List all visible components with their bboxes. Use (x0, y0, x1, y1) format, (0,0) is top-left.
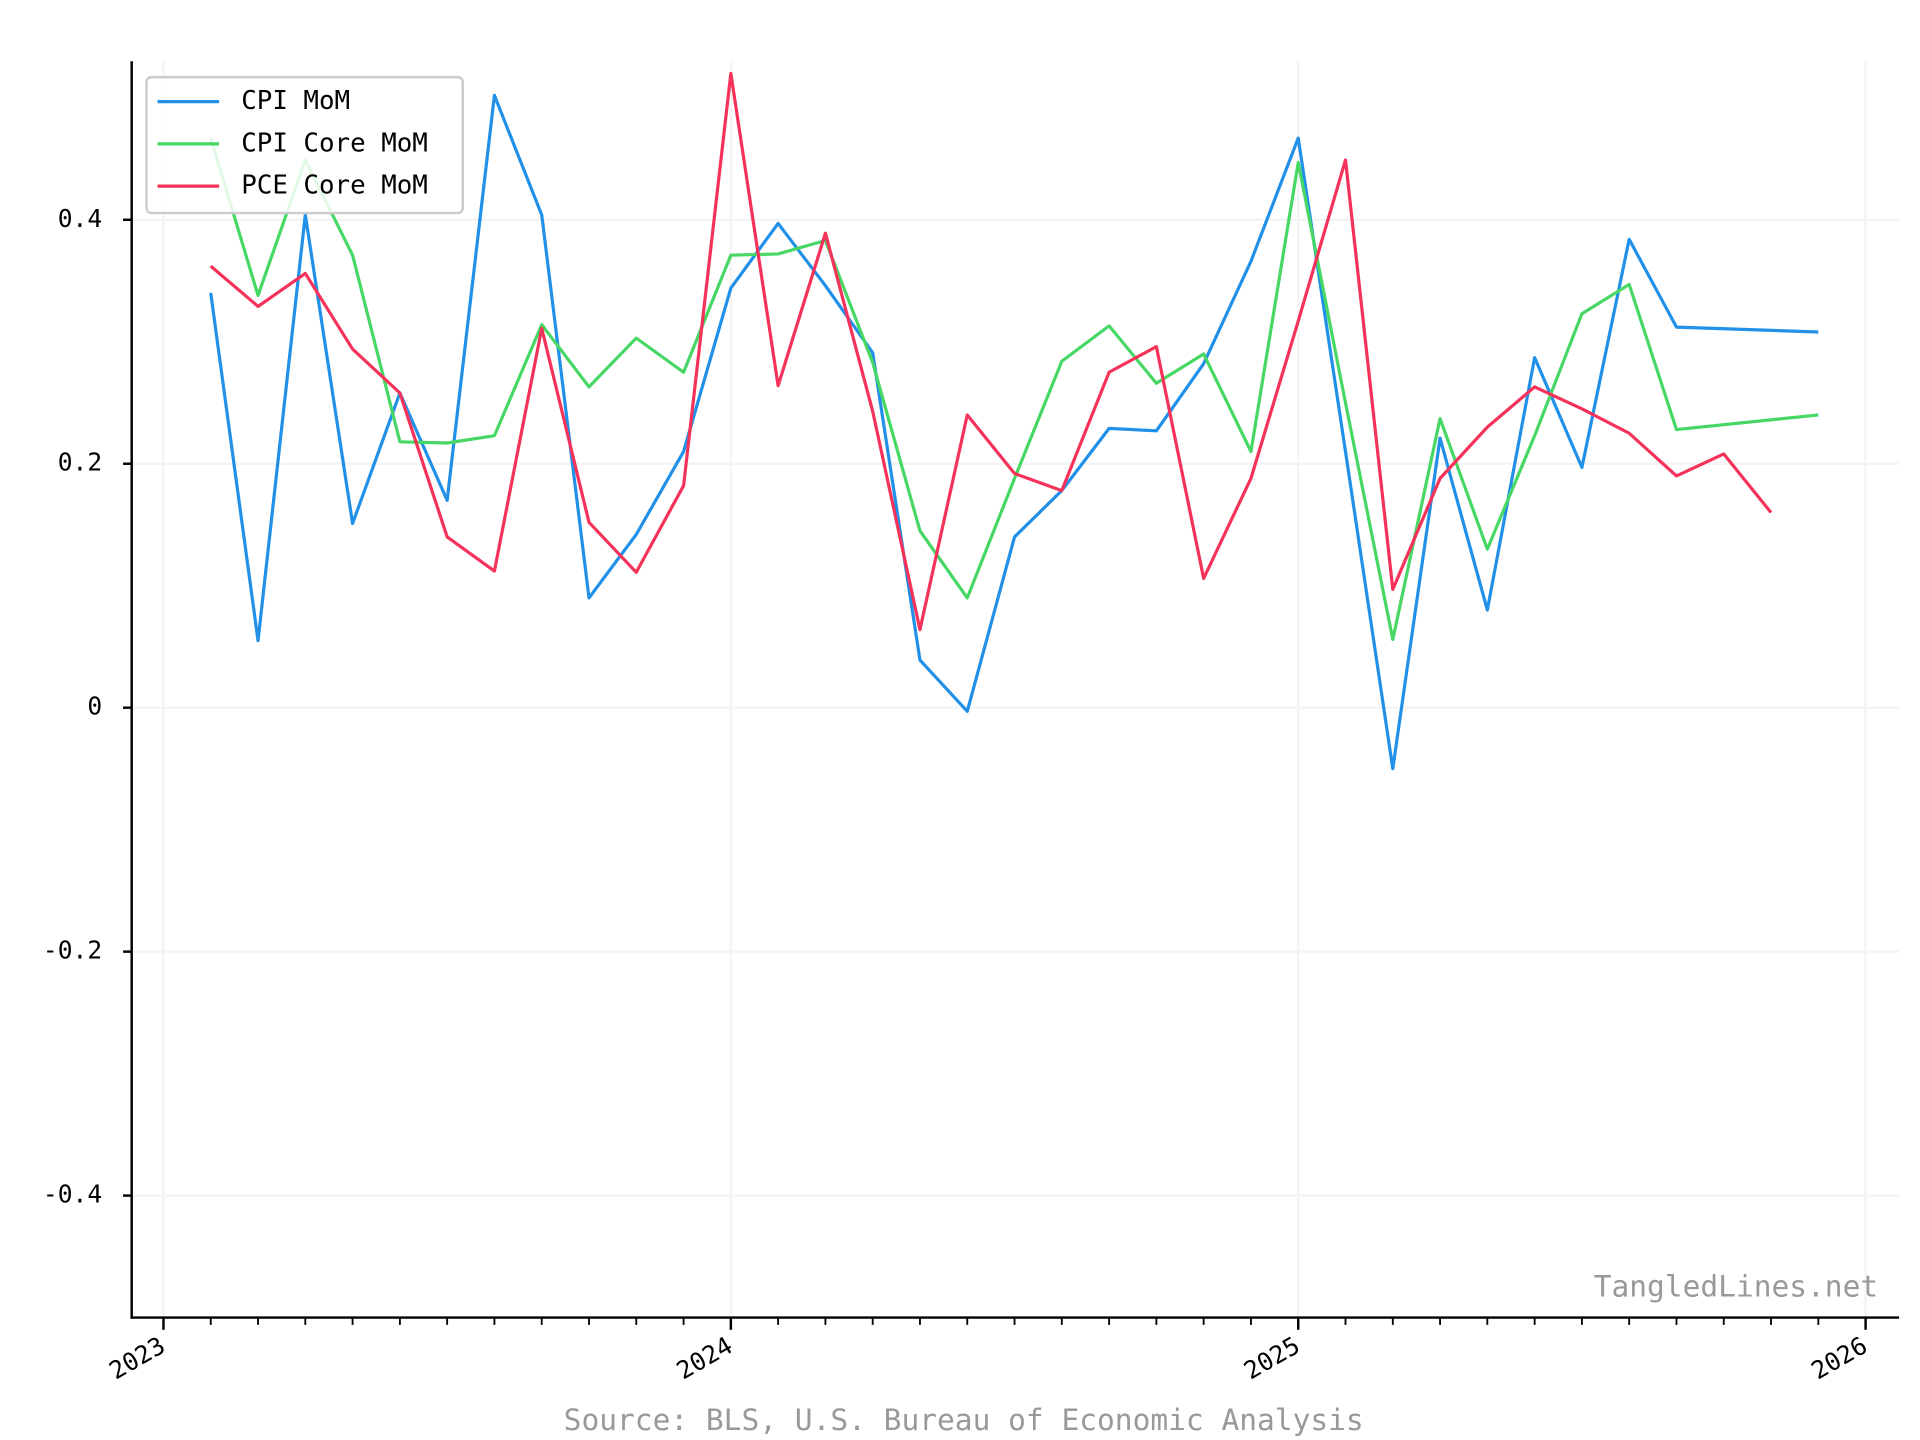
x-tick-label: 2025 (1239, 1331, 1305, 1386)
grid (131, 61, 1900, 1318)
x-tick-label: 2026 (1806, 1331, 1872, 1386)
y-tick-label: 0 (87, 692, 102, 721)
y-tick-label: -0.2 (43, 936, 102, 965)
legend-box (145, 75, 464, 215)
x-tick-label: 2024 (671, 1331, 737, 1386)
legend-label: CPI Core MoM (241, 128, 428, 158)
y-tick-label: 0.4 (58, 204, 102, 233)
source-note: Source: BLS, U.S. Bureau of Economic Ana… (564, 1403, 1364, 1437)
legend-label: CPI MoM (241, 86, 350, 116)
plot-area (209, 71, 1819, 771)
y-tick-label: 0.2 (58, 448, 102, 477)
series-line (209, 71, 1773, 632)
watermark: TangledLines.net (1594, 1270, 1878, 1304)
legend-label: PCE Core MoM (241, 171, 428, 201)
x-tick-label: 2023 (104, 1331, 170, 1386)
series-line (209, 137, 1819, 641)
legend: CPI MoM CPI Core MoM PCE Core MoM (145, 75, 464, 215)
axes: -0.4 -0.2 0 0.2 0.4 2023 2024 2025 2026 (43, 204, 1872, 1385)
series-line (209, 93, 1819, 771)
y-tick-label: -0.4 (43, 1180, 102, 1209)
